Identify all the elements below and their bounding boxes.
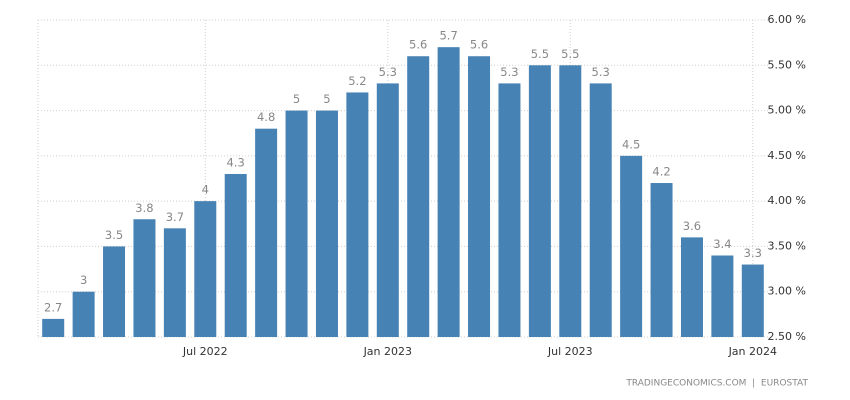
- source: TRADINGECONOMICS.COM | EUROSTAT: [625, 379, 808, 389]
- bar: [680, 237, 703, 337]
- value-label: 4.3: [227, 155, 245, 169]
- value-label: 5: [323, 92, 330, 106]
- bar: [498, 83, 521, 338]
- bar: [650, 183, 673, 337]
- y-tick-label: 5.50 %: [768, 58, 806, 71]
- bar: [741, 264, 764, 337]
- value-label: 3.3: [744, 246, 762, 260]
- value-label: 5.2: [348, 74, 366, 88]
- value-label: 3: [80, 273, 87, 287]
- value-label: 5.6: [409, 38, 427, 52]
- y-tick-label: 5.00 %: [768, 104, 806, 117]
- bar: [133, 219, 156, 337]
- bar: [42, 318, 65, 337]
- bar: [194, 201, 217, 337]
- bar: [711, 255, 734, 337]
- y-tick-label: 3.00 %: [768, 285, 806, 298]
- x-tick-label: Jul 2022: [182, 345, 228, 358]
- x-tick-label: Jul 2023: [547, 345, 593, 358]
- x-tick-label: Jan 2023: [363, 345, 412, 358]
- value-label: 5: [293, 92, 300, 106]
- bar: [589, 83, 612, 338]
- value-label: 5.5: [561, 47, 579, 61]
- bar: [315, 110, 338, 337]
- bar: [346, 92, 369, 337]
- bar: [103, 246, 126, 337]
- bar: [407, 56, 430, 337]
- value-label: 5.3: [379, 65, 397, 79]
- bar: [468, 56, 491, 337]
- bar: [528, 65, 551, 338]
- value-label: 5.6: [470, 38, 488, 52]
- y-tick-label: 4.50 %: [768, 149, 806, 162]
- bar: [285, 110, 308, 337]
- bar: [437, 47, 460, 338]
- bar: [559, 65, 582, 338]
- y-tick-label: 3.50 %: [768, 239, 806, 252]
- y-tick-label: 4.00 %: [768, 194, 806, 207]
- y-tick-label: 2.50 %: [768, 330, 806, 343]
- value-label: 3.6: [683, 219, 701, 233]
- value-label: 4.8: [257, 110, 275, 124]
- bar: [224, 173, 247, 337]
- x-tick-label: Jan 2024: [728, 345, 777, 358]
- bar: [376, 83, 399, 338]
- value-label: 2.7: [44, 300, 62, 314]
- y-tick-label: 6.00 %: [768, 13, 806, 26]
- value-label: 3.7: [166, 210, 184, 224]
- value-label: 3.4: [713, 237, 731, 251]
- value-label: 5.7: [439, 29, 457, 43]
- value-label: 5.3: [500, 65, 518, 79]
- value-label: 3.8: [135, 201, 153, 215]
- value-label: 3.5: [105, 228, 123, 242]
- bar: [163, 228, 186, 337]
- bar: [72, 291, 95, 337]
- value-label: 4.2: [652, 165, 670, 179]
- bar: [620, 155, 643, 337]
- value-label: 5.5: [531, 47, 549, 61]
- value-label: 4: [202, 183, 209, 197]
- value-label: 4.5: [622, 137, 640, 151]
- value-label: 5.3: [592, 65, 610, 79]
- bar: [255, 128, 278, 337]
